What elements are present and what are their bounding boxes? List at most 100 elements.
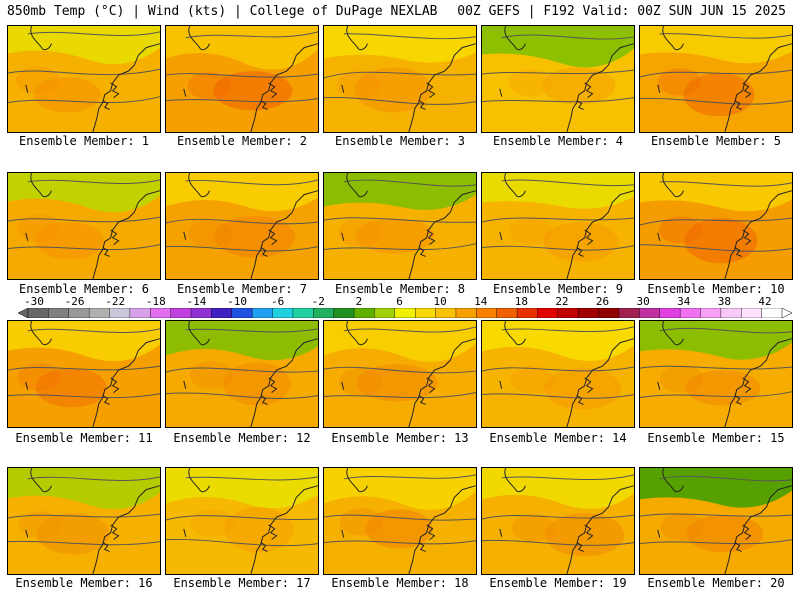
colorbar-swatch — [516, 308, 538, 318]
ensemble-member-label: Ensemble Member: 14 — [489, 431, 627, 445]
temperature-field — [8, 321, 160, 427]
ensemble-member-label: Ensemble Member: 15 — [647, 431, 785, 445]
colorbar-tick-label: -6 — [271, 295, 285, 308]
ensemble-map-panel — [639, 172, 793, 280]
colorbar-tick-label: -22 — [105, 295, 126, 308]
ensemble-member-label: Ensemble Member: 6 — [18, 282, 150, 296]
ensemble-map-panel — [639, 320, 793, 428]
temperature-field — [324, 468, 476, 574]
colorbar-min-arrow — [18, 308, 29, 318]
colorbar-swatch — [557, 308, 579, 318]
ensemble-map-panel — [165, 25, 319, 133]
temperature-field — [166, 173, 318, 279]
colorbar-tick-label: 42 — [758, 295, 772, 308]
colorbar-swatch — [231, 308, 253, 318]
colorbar-swatch — [618, 308, 640, 318]
colorbar-tick-label: -14 — [186, 295, 207, 308]
colorbar-swatch — [394, 308, 416, 318]
colorbar-swatch — [578, 308, 600, 318]
ensemble-member-label: Ensemble Member: 3 — [334, 134, 466, 148]
colorbar-swatch — [190, 308, 212, 318]
colorbar-swatch — [251, 308, 274, 318]
colorbar-tick-label: -26 — [64, 295, 85, 308]
ensemble-map-panel — [165, 320, 319, 428]
colorbar-swatch — [414, 308, 437, 318]
temperature-field — [482, 26, 634, 132]
temperature-colorbar — [18, 308, 792, 318]
colorbar-tick-label: -18 — [145, 295, 166, 308]
colorbar-swatch — [741, 308, 763, 318]
colorbar-swatch — [639, 308, 661, 318]
temperature-field — [166, 321, 318, 427]
colorbar-swatch — [272, 308, 294, 318]
temperature-field — [640, 468, 792, 574]
map-title: 850mb Temp (°C) | Wind (kts) | College o… — [7, 4, 438, 19]
ensemble-member-label: Ensemble Member: 13 — [331, 431, 469, 445]
ensemble-map-panel — [323, 25, 477, 133]
ensemble-map-panel — [7, 25, 161, 133]
colorbar-tick-label: 38 — [717, 295, 731, 308]
ensemble-member-label: Ensemble Member: 1 — [18, 134, 150, 148]
colorbar-swatch — [88, 308, 111, 318]
colorbar-tick-label: -30 — [24, 295, 44, 308]
temperature-field — [324, 26, 476, 132]
ensemble-member-label: Ensemble Member: 8 — [334, 282, 466, 296]
temperature-field — [482, 468, 634, 574]
ensemble-map-panel — [639, 467, 793, 575]
colorbar-tick-label: 30 — [636, 295, 650, 308]
temperature-field — [166, 26, 318, 132]
ensemble-member-label: Ensemble Member: 5 — [650, 134, 782, 148]
temperature-field — [482, 173, 634, 279]
ensemble-member-label: Ensemble Member: 10 — [647, 282, 785, 296]
ensemble-map-panel — [323, 172, 477, 280]
ensemble-member-label: Ensemble Member: 4 — [492, 134, 624, 148]
ensemble-member-label: Ensemble Member: 2 — [176, 134, 308, 148]
temperature-field — [8, 26, 160, 132]
ensemble-map-panel — [481, 172, 635, 280]
colorbar-swatch — [720, 308, 742, 318]
colorbar-swatch — [598, 308, 620, 318]
colorbar-swatch — [129, 308, 151, 318]
colorbar-swatch — [496, 308, 518, 318]
colorbar-tick-label: 2 — [355, 295, 363, 308]
colorbar-swatch — [659, 308, 681, 318]
temperature-field — [482, 321, 634, 427]
colorbar-swatch — [150, 308, 172, 318]
colorbar-swatch — [27, 308, 49, 318]
ensemble-map-panel — [481, 25, 635, 133]
colorbar-tick-label: 34 — [677, 295, 691, 308]
colorbar-tick-label: -2 — [311, 295, 325, 308]
colorbar-tick-label: 22 — [555, 295, 569, 308]
ensemble-map-panel — [7, 467, 161, 575]
ensemble-map-panel — [165, 172, 319, 280]
temperature-field — [640, 173, 792, 279]
colorbar-max-arrow — [781, 308, 792, 318]
temperature-field — [8, 173, 160, 279]
colorbar-swatch — [700, 308, 722, 318]
ensemble-member-label: Ensemble Member: 9 — [492, 282, 624, 296]
temperature-field — [8, 468, 160, 574]
ensemble-map-panel — [481, 467, 635, 575]
ensemble-map-panel — [165, 467, 319, 575]
temperature-field — [640, 321, 792, 427]
ensemble-member-label: Ensemble Member: 16 — [15, 576, 153, 590]
ensemble-member-label: Ensemble Member: 18 — [331, 576, 469, 590]
colorbar-tick-label: 10 — [433, 295, 447, 308]
colorbar-swatch — [48, 308, 70, 318]
colorbar-swatch — [537, 308, 559, 318]
colorbar-tick-label: 14 — [474, 295, 488, 308]
temperature-field — [324, 321, 476, 427]
colorbar-swatch — [761, 308, 783, 318]
ensemble-member-label: Ensemble Member: 20 — [647, 576, 785, 590]
ensemble-member-label: Ensemble Member: 17 — [173, 576, 311, 590]
colorbar-swatch — [292, 308, 314, 318]
colorbar-swatch — [353, 308, 375, 318]
ensemble-member-label: Ensemble Member: 19 — [489, 576, 627, 590]
ensemble-map-panel — [7, 172, 161, 280]
colorbar-swatch — [455, 308, 477, 318]
colorbar-swatch — [211, 308, 233, 318]
colorbar-swatch — [333, 308, 355, 318]
run-valid-time: 00Z GEFS | F192 Valid: 00Z SUN JUN 15 20… — [457, 4, 786, 19]
colorbar-swatch — [170, 308, 192, 318]
colorbar-tick-label: -10 — [227, 295, 247, 308]
